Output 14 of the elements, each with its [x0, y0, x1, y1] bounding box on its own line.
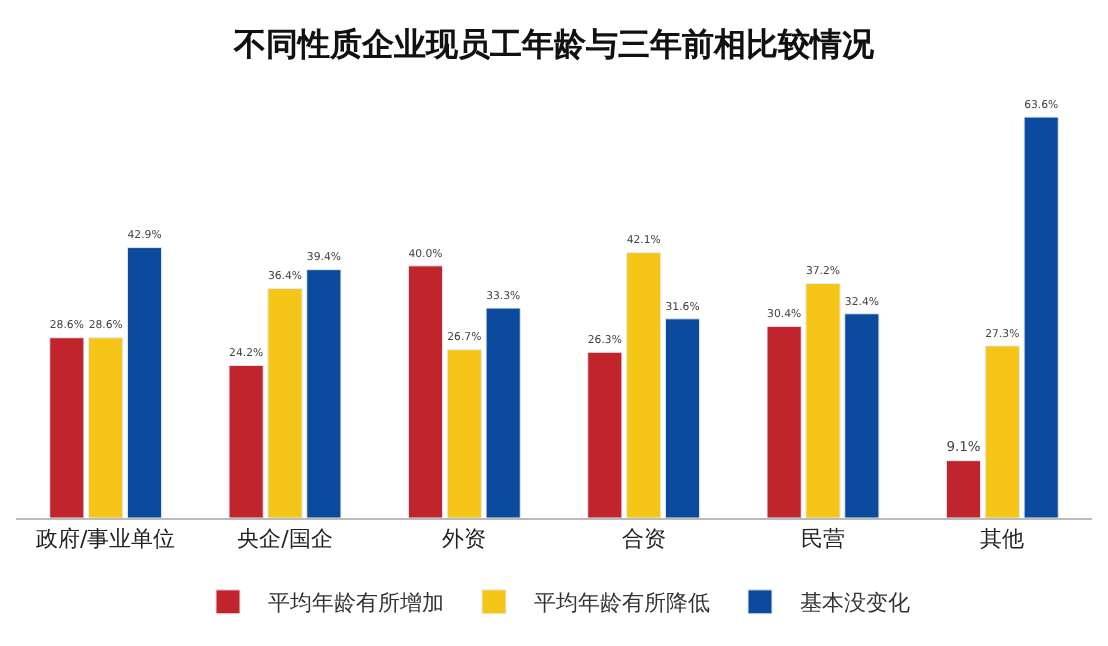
bar: [945, 460, 982, 518]
bar: [664, 318, 701, 518]
x-tick-label: 合资: [621, 526, 666, 553]
x-tick-label: 其他: [980, 526, 1025, 553]
bar: [126, 247, 163, 518]
chart-title: 不同性质企业现员工年龄与三年前相比较情况: [232, 24, 876, 63]
x-tick-label: 央企/国企: [237, 526, 333, 553]
legend-label: 平均年龄有所增加: [268, 590, 444, 617]
x-tick-label: 外资: [442, 526, 487, 553]
x-tick-label: 政府/事业单位: [35, 526, 176, 553]
legend-label: 平均年龄有所降低: [534, 590, 710, 617]
x-tick-label: 民营: [801, 526, 845, 553]
legend-label: 基本没变化: [800, 590, 910, 617]
bar: [407, 265, 444, 518]
